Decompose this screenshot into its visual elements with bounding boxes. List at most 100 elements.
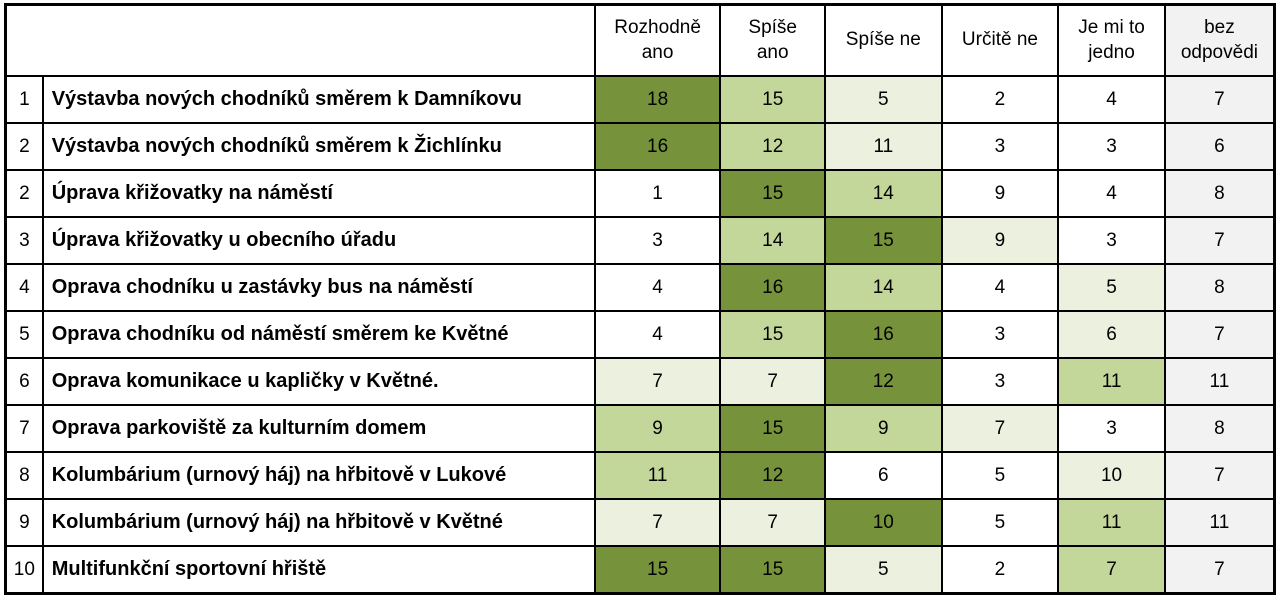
table-row: 2 Úprava křižovatky na náměstí 1 15 14 9… [4, 169, 1276, 218]
value-cell: 11 [593, 451, 722, 500]
survey-results-table: Rozhodně ano Spíše ano Spíše ne Určitě n… [4, 3, 1276, 595]
value-cell: 7 [1163, 216, 1276, 265]
value-cell: 7 [593, 357, 722, 406]
value-cell: 9 [940, 216, 1060, 265]
value-cell: 3 [940, 357, 1060, 406]
row-number: 5 [4, 310, 44, 359]
value-cell: 18 [593, 75, 722, 124]
value-cell: 15 [719, 310, 826, 359]
value-cell: 4 [593, 263, 722, 312]
column-header-spise-ne: Spíše ne [823, 3, 943, 77]
row-label: Oprava komunikace u kapličky v Květné. [41, 357, 596, 406]
value-cell: 11 [1057, 498, 1166, 547]
row-label: Oprava parkoviště za kulturním domem [41, 404, 596, 453]
row-number: 2 [4, 122, 44, 171]
value-cell: 6 [823, 451, 943, 500]
value-cell: 14 [823, 263, 943, 312]
row-number: 7 [4, 404, 44, 453]
table-row: 7 Oprava parkoviště za kulturním domem 9… [4, 404, 1276, 453]
row-number: 1 [4, 75, 44, 124]
row-label: Výstavba nových chodníků směrem k Žichlí… [41, 122, 596, 171]
row-label: Úprava křižovatky u obecního úřadu [41, 216, 596, 265]
value-cell: 16 [823, 310, 943, 359]
table-row: 4 Oprava chodníku u zastávky bus na námě… [4, 263, 1276, 312]
value-cell: 7 [1163, 75, 1276, 124]
value-cell: 4 [940, 263, 1060, 312]
value-cell: 5 [823, 75, 943, 124]
corner-cell [4, 3, 596, 77]
value-cell: 11 [1163, 498, 1276, 547]
value-cell: 1 [593, 169, 722, 218]
value-cell: 11 [823, 122, 943, 171]
value-cell: 12 [719, 451, 826, 500]
value-cell: 5 [823, 545, 943, 595]
header-row: Rozhodně ano Spíše ano Spíše ne Určitě n… [4, 3, 1276, 77]
value-cell: 6 [1057, 310, 1166, 359]
table-row: 9 Kolumbárium (urnový háj) na hřbitově v… [4, 498, 1276, 547]
value-cell: 9 [823, 404, 943, 453]
table-row: 10 Multifunkční sportovní hřiště 15 15 5… [4, 545, 1276, 595]
value-cell: 15 [593, 545, 722, 595]
value-cell: 14 [719, 216, 826, 265]
value-cell: 7 [1057, 545, 1166, 595]
table-row: 8 Kolumbárium (urnový háj) na hřbitově v… [4, 451, 1276, 500]
table-row: 5 Oprava chodníku od náměstí směrem ke K… [4, 310, 1276, 359]
value-cell: 15 [823, 216, 943, 265]
value-cell: 7 [593, 498, 722, 547]
column-header-rozhodne-ano: Rozhodně ano [593, 3, 722, 77]
value-cell: 6 [1163, 122, 1276, 171]
value-cell: 3 [940, 310, 1060, 359]
row-label: Kolumbárium (urnový háj) na hřbitově v K… [41, 498, 596, 547]
value-cell: 16 [719, 263, 826, 312]
row-number: 2 [4, 169, 44, 218]
value-cell: 16 [593, 122, 722, 171]
value-cell: 3 [1057, 404, 1166, 453]
value-cell: 7 [1163, 451, 1276, 500]
value-cell: 5 [940, 498, 1060, 547]
value-cell: 14 [823, 169, 943, 218]
row-number: 6 [4, 357, 44, 406]
row-label: Úprava křižovatky na náměstí [41, 169, 596, 218]
row-number: 3 [4, 216, 44, 265]
value-cell: 11 [1163, 357, 1276, 406]
value-cell: 2 [940, 75, 1060, 124]
row-label: Kolumbárium (urnový háj) na hřbitově v L… [41, 451, 596, 500]
value-cell: 12 [719, 122, 826, 171]
row-number: 8 [4, 451, 44, 500]
value-cell: 4 [1057, 75, 1166, 124]
value-cell: 10 [823, 498, 943, 547]
table-row: 1 Výstavba nových chodníků směrem k Damn… [4, 75, 1276, 124]
row-label: Oprava chodníku od náměstí směrem ke Kvě… [41, 310, 596, 359]
row-number: 4 [4, 263, 44, 312]
column-header-bez-odpovedi: bez odpovědi [1163, 3, 1276, 77]
row-label: Výstavba nových chodníků směrem k Damník… [41, 75, 596, 124]
value-cell: 8 [1163, 263, 1276, 312]
value-cell: 10 [1057, 451, 1166, 500]
value-cell: 3 [593, 216, 722, 265]
value-cell: 9 [940, 169, 1060, 218]
column-header-spise-ano: Spíše ano [719, 3, 826, 77]
table-row: 6 Oprava komunikace u kapličky v Květné.… [4, 357, 1276, 406]
value-cell: 15 [719, 169, 826, 218]
value-cell: 4 [593, 310, 722, 359]
value-cell: 15 [719, 75, 826, 124]
row-label: Oprava chodníku u zastávky bus na náměst… [41, 263, 596, 312]
row-number: 10 [4, 545, 44, 595]
column-header-je-mi-to-jedno: Je mi to jedno [1057, 3, 1166, 77]
value-cell: 7 [719, 498, 826, 547]
value-cell: 7 [940, 404, 1060, 453]
value-cell: 11 [1057, 357, 1166, 406]
value-cell: 8 [1163, 169, 1276, 218]
value-cell: 3 [940, 122, 1060, 171]
row-number: 9 [4, 498, 44, 547]
value-cell: 15 [719, 404, 826, 453]
value-cell: 15 [719, 545, 826, 595]
table-row: 3 Úprava křižovatky u obecního úřadu 3 1… [4, 216, 1276, 265]
value-cell: 3 [1057, 122, 1166, 171]
value-cell: 8 [1163, 404, 1276, 453]
value-cell: 7 [719, 357, 826, 406]
row-label: Multifunkční sportovní hřiště [41, 545, 596, 595]
value-cell: 12 [823, 357, 943, 406]
value-cell: 7 [1163, 545, 1276, 595]
value-cell: 5 [1057, 263, 1166, 312]
